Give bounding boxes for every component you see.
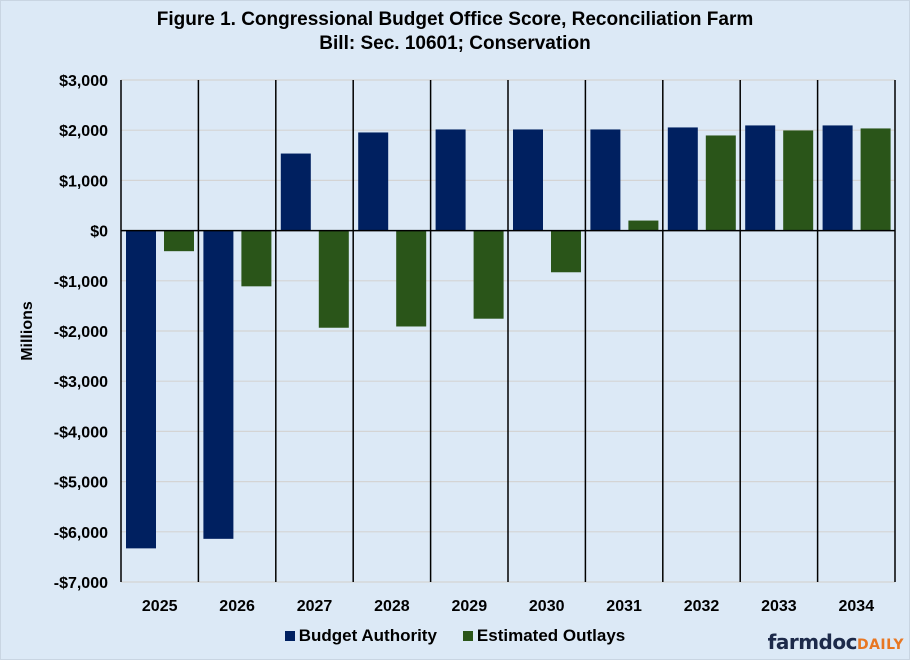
bar-budget-authority-2028 xyxy=(358,132,389,231)
y-tick-label: -$6,000 xyxy=(54,525,108,542)
legend-swatch-budget-authority xyxy=(284,631,295,641)
legend-label-estimated-outlays: Estimated Outlays xyxy=(476,626,626,645)
bar-budget-authority-2034 xyxy=(822,125,853,231)
bars xyxy=(126,125,891,549)
y-tick-label: $2,000 xyxy=(59,123,108,140)
bar-budget-authority-2026 xyxy=(203,230,234,539)
y-axis-label: Millions xyxy=(19,301,36,361)
x-tick-label: 2034 xyxy=(839,598,875,615)
bar-estimated-outlays-2032 xyxy=(705,135,736,231)
x-tick-label: 2032 xyxy=(684,598,720,615)
legend-label-budget-authority: Budget Authority xyxy=(298,626,437,645)
legend-item-budget-authority: Budget Authority xyxy=(284,626,437,646)
legend-item-estimated-outlays: Estimated Outlays xyxy=(462,626,626,646)
x-tick-label: 2025 xyxy=(142,598,178,615)
y-tick-label: -$3,000 xyxy=(54,374,108,391)
chart-title-line-2: Bill: Sec. 10601; Conservation xyxy=(319,33,591,54)
x-tick-label: 2026 xyxy=(219,598,255,615)
y-tick-labels: $3,000 $2,000 $1,000 $0 -$1,000 -$2,000 -$3,00… xyxy=(54,73,108,592)
legend-swatch-estimated-outlays xyxy=(462,631,473,641)
bar-estimated-outlays-2034 xyxy=(860,128,891,231)
bar-estimated-outlays-2025 xyxy=(164,230,194,252)
bar-estimated-outlays-2026 xyxy=(241,230,272,287)
y-tick-label: $3,000 xyxy=(59,73,108,90)
y-tick-label: -$7,000 xyxy=(54,575,108,592)
x-tick-label: 2028 xyxy=(374,598,410,615)
y-tick-label: -$2,000 xyxy=(54,324,108,341)
bar-budget-authority-2027 xyxy=(280,153,311,231)
bar-estimated-outlays-2029 xyxy=(473,230,504,319)
logo-suffix-text: DAILY xyxy=(856,637,904,653)
x-tick-label: 2029 xyxy=(452,598,488,615)
y-tick-label: -$1,000 xyxy=(54,274,108,291)
farmdoc-daily-logo: farmdocDAILY xyxy=(768,630,904,654)
y-tick-label: $1,000 xyxy=(59,173,108,190)
y-tick-label: -$4,000 xyxy=(54,424,108,441)
bar-estimated-outlays-2031 xyxy=(628,220,659,231)
category-dividers xyxy=(120,80,896,582)
logo-main-text: farmdoc xyxy=(767,630,858,654)
bar-budget-authority-2025 xyxy=(126,230,156,549)
bar-budget-authority-2030 xyxy=(513,129,543,231)
bar-budget-authority-2032 xyxy=(667,127,698,231)
bar-budget-authority-2033 xyxy=(745,125,776,231)
legend: Budget Authority Estimated Outlays xyxy=(0,626,910,646)
x-tick-label: 2027 xyxy=(297,598,333,615)
bar-budget-authority-2031 xyxy=(590,129,621,231)
x-tick-label: 2030 xyxy=(529,598,565,615)
y-tick-label: -$5,000 xyxy=(54,475,108,492)
chart-title: Figure 1. Congressional Budget Office Sc… xyxy=(0,8,910,56)
x-tick-labels: 2025 2026 2027 2028 2029 2030 2031 2032 2033 2034 xyxy=(142,598,874,615)
x-tick-label: 2033 xyxy=(761,598,797,615)
bar-estimated-outlays-2028 xyxy=(396,230,427,327)
bar-estimated-outlays-2033 xyxy=(783,130,814,231)
x-tick-label: 2031 xyxy=(606,598,642,615)
bar-budget-authority-2029 xyxy=(435,129,466,231)
bar-estimated-outlays-2027 xyxy=(318,230,349,328)
chart-title-line-1: Figure 1. Congressional Budget Office Sc… xyxy=(156,9,754,30)
y-tick-label: $0 xyxy=(90,224,108,241)
bar-estimated-outlays-2030 xyxy=(551,230,581,273)
